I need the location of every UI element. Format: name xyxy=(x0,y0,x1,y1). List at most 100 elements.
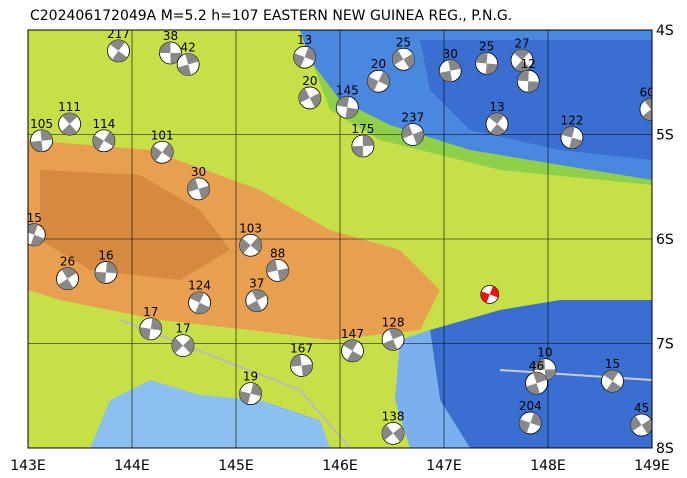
beachball-quadrant xyxy=(336,96,350,108)
beachball-quadrant xyxy=(30,234,45,246)
depth-label: 15 xyxy=(27,211,42,225)
beachball-quadrant xyxy=(345,107,359,119)
beachball xyxy=(560,126,584,150)
depth-label: 27 xyxy=(514,36,529,50)
beachball-quadrant xyxy=(519,419,531,434)
y-tick-label: 4S xyxy=(656,23,674,39)
beachball-quadrant xyxy=(189,291,205,303)
beachball xyxy=(92,129,116,153)
beachball-quadrant xyxy=(530,412,542,427)
depth-label: 145 xyxy=(336,83,359,97)
beachball-quadrant xyxy=(490,124,506,136)
depth-label: 101 xyxy=(151,128,174,142)
beachball xyxy=(351,134,375,158)
beachball-quadrant xyxy=(301,364,313,377)
depth-label: 45 xyxy=(634,401,649,415)
x-tick-label: 144E xyxy=(114,458,150,474)
beachball-quadrant xyxy=(569,137,583,149)
beachball-quadrant xyxy=(239,391,251,405)
x-tick-label: 149E xyxy=(634,458,670,474)
beachball-quadrant xyxy=(393,426,405,442)
beachball xyxy=(28,223,46,247)
depth-label: 15 xyxy=(605,357,620,371)
depth-label: 105 xyxy=(30,117,53,131)
beachball-quadrant xyxy=(187,178,199,193)
beachball-quadrant xyxy=(185,53,199,65)
beachball-quadrant xyxy=(198,185,210,200)
beachball-quadrant xyxy=(362,134,374,146)
beachball-quadrant xyxy=(150,318,162,331)
beachball xyxy=(601,369,624,393)
beachball xyxy=(485,112,509,136)
beachball xyxy=(188,291,212,315)
beachball-quadrant xyxy=(485,63,498,75)
beachball-quadrant xyxy=(40,129,53,141)
beachball xyxy=(341,339,364,363)
beachball-quadrant xyxy=(488,113,505,125)
beachball xyxy=(30,129,53,153)
beachball xyxy=(298,86,322,110)
beachball-quadrant xyxy=(412,130,424,145)
beachball-quadrant xyxy=(388,328,404,340)
depth-label: 19 xyxy=(243,370,258,384)
beachball-quadrant xyxy=(139,327,151,340)
beachball xyxy=(335,95,359,119)
beachball-quadrant xyxy=(561,126,575,138)
depth-label: 17 xyxy=(143,305,158,319)
depth-label: 128 xyxy=(382,315,405,329)
beachball-quadrant xyxy=(61,124,78,136)
depth-label: 20 xyxy=(371,57,386,71)
beachball-quadrant xyxy=(475,52,488,64)
depth-label: 12 xyxy=(521,57,536,71)
beachball xyxy=(510,48,534,72)
beachball-quadrant xyxy=(351,145,364,158)
beachball-quadrant xyxy=(392,49,404,66)
beachball-quadrant xyxy=(642,109,652,121)
beachball-quadrant xyxy=(251,289,267,301)
beachball xyxy=(381,327,405,351)
beachball-quadrant xyxy=(162,143,174,159)
beachball xyxy=(159,41,182,65)
beachball xyxy=(290,354,313,377)
beachball xyxy=(475,52,499,75)
depth-label: 114 xyxy=(92,117,115,131)
y-tick-label: 6S xyxy=(656,232,674,248)
depth-label: 103 xyxy=(239,221,262,235)
beachball xyxy=(107,39,130,63)
beachball-quadrant xyxy=(603,370,619,382)
beachball xyxy=(176,53,200,76)
beachball xyxy=(239,382,262,406)
beachball xyxy=(239,233,262,257)
depth-label: 204 xyxy=(519,399,542,413)
beachball-quadrant xyxy=(630,415,642,432)
beachball xyxy=(58,112,81,136)
depth-label: 122 xyxy=(560,114,583,128)
beachball xyxy=(525,371,548,395)
depth-label: 46 xyxy=(529,359,544,373)
beachball-quadrant xyxy=(247,300,262,312)
frame xyxy=(27,29,653,449)
x-tick-label: 147E xyxy=(426,458,462,474)
beachball-quadrant xyxy=(347,350,362,362)
y-tick-label: 5S xyxy=(656,128,674,144)
beachball-quadrant xyxy=(111,50,128,62)
beachball xyxy=(367,69,390,93)
beachball xyxy=(401,123,425,146)
beachball xyxy=(150,140,174,164)
beachball-quadrant xyxy=(250,237,262,253)
beachball-quadrant xyxy=(533,358,545,370)
beachball-quadrant xyxy=(439,70,453,82)
beachball-quadrant xyxy=(239,238,251,254)
beachball-quadrant xyxy=(606,381,622,393)
depth-label: 30 xyxy=(191,165,206,179)
beachball xyxy=(518,411,542,435)
y-tick-label: 8S xyxy=(656,441,674,457)
depth-label: 607 xyxy=(640,85,663,99)
depth-label: 38 xyxy=(163,29,178,43)
depth-label: 13 xyxy=(297,33,312,47)
beachball-quadrant xyxy=(644,98,652,110)
main-event xyxy=(480,284,500,304)
beachball xyxy=(392,47,415,71)
beachball xyxy=(187,177,210,201)
